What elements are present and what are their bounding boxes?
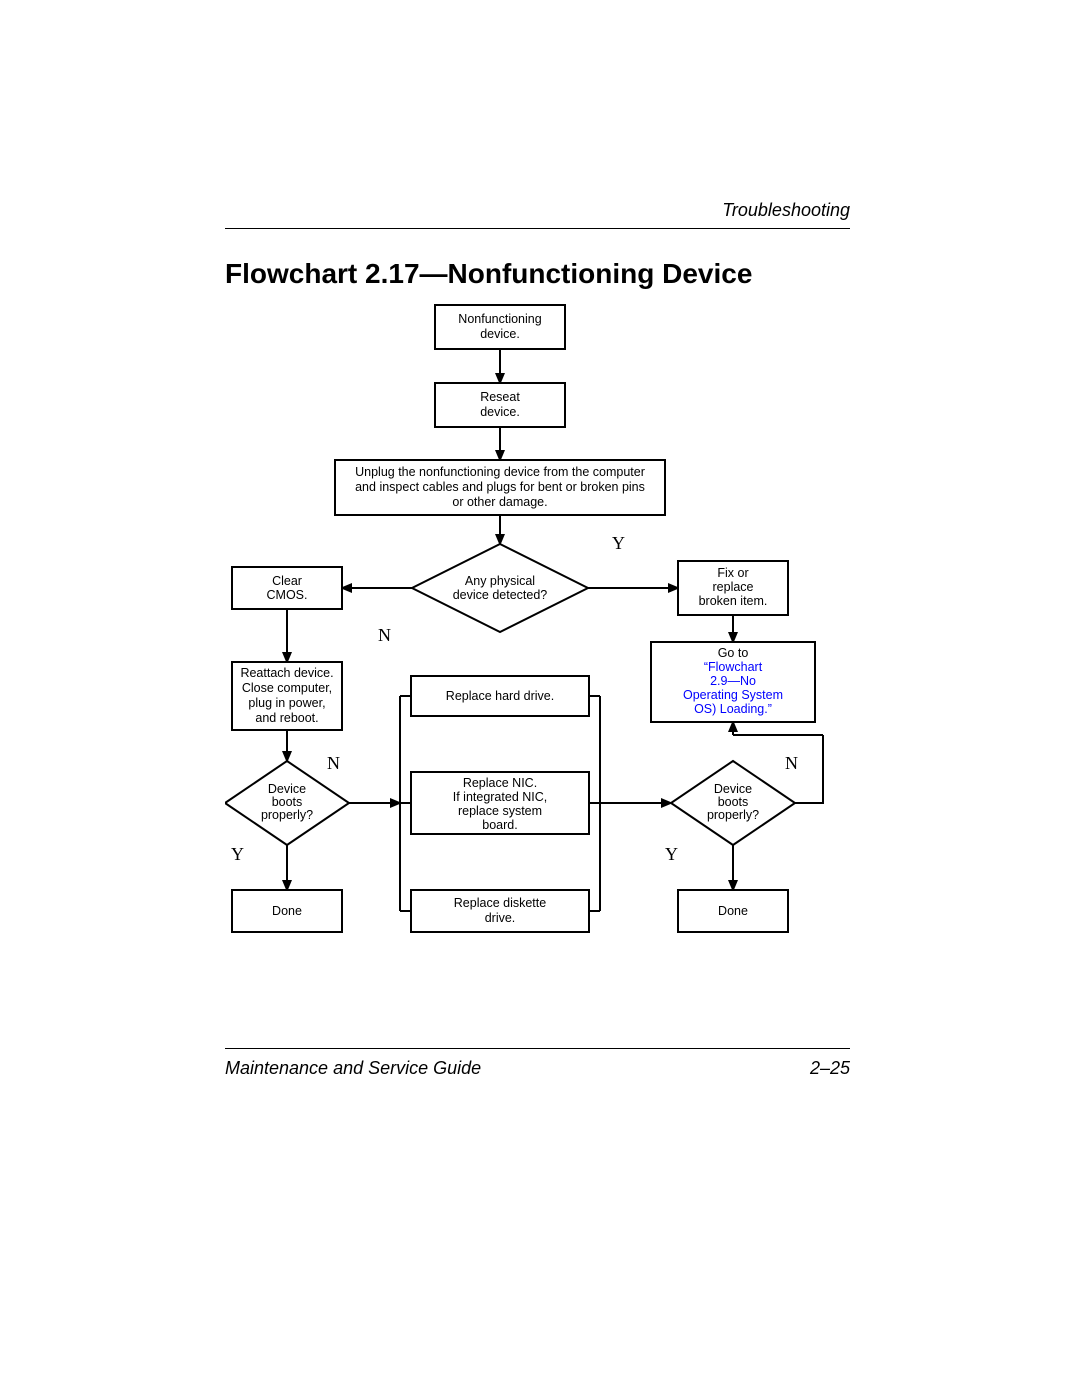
svg-text:replace: replace bbox=[713, 580, 754, 594]
svg-text:Device: Device bbox=[268, 782, 306, 796]
node-d1: Any physical device detected? bbox=[412, 544, 588, 632]
svg-text:Done: Done bbox=[272, 904, 302, 918]
footer-right: 2–25 bbox=[810, 1058, 850, 1079]
label-d3-n: N bbox=[785, 753, 798, 773]
svg-text:Reattach device.: Reattach device. bbox=[240, 666, 333, 680]
svg-text:Replace hard drive.: Replace hard drive. bbox=[446, 689, 554, 703]
svg-text:If integrated NIC,: If integrated NIC, bbox=[453, 790, 548, 804]
svg-text:Fix or: Fix or bbox=[717, 566, 748, 580]
header-rule bbox=[225, 228, 850, 229]
svg-text:Nonfunctioning: Nonfunctioning bbox=[458, 312, 541, 326]
label-d2-n: N bbox=[327, 753, 340, 773]
node-n3: Unplug the nonfunctioning device from th… bbox=[335, 460, 665, 515]
edge-d3-n10-seg bbox=[795, 735, 823, 803]
label-d1-n: N bbox=[378, 625, 391, 645]
svg-text:plug in power,: plug in power, bbox=[248, 696, 325, 710]
svg-text:replace system: replace system bbox=[458, 804, 542, 818]
footer-rule bbox=[225, 1048, 850, 1049]
svg-text:properly?: properly? bbox=[707, 808, 759, 822]
node-n2: Reseat device. bbox=[435, 383, 565, 427]
svg-text:device detected?: device detected? bbox=[453, 588, 548, 602]
node-n8: Replace NIC. If integrated NIC, replace … bbox=[411, 772, 589, 834]
svg-text:OS) Loading.”: OS) Loading.” bbox=[694, 702, 772, 716]
svg-text:device.: device. bbox=[480, 327, 520, 341]
node-n9: Replace diskette drive. bbox=[411, 890, 589, 932]
svg-text:Any physical: Any physical bbox=[465, 574, 535, 588]
svg-text:and reboot.: and reboot. bbox=[255, 711, 318, 725]
svg-text:Clear: Clear bbox=[272, 574, 302, 588]
node-n5: Fix or replace broken item. bbox=[678, 561, 788, 615]
svg-text:drive.: drive. bbox=[485, 911, 516, 925]
svg-text:Replace NIC.: Replace NIC. bbox=[463, 776, 537, 790]
svg-text:“Flowchart: “Flowchart bbox=[704, 660, 763, 674]
footer-left: Maintenance and Service Guide bbox=[225, 1058, 481, 1079]
svg-text:Unplug the nonfunctioning devi: Unplug the nonfunctioning device from th… bbox=[355, 465, 645, 479]
node-d2: Device boots properly? bbox=[225, 761, 349, 845]
node-n11: Done bbox=[232, 890, 342, 932]
svg-text:and inspect cables and plugs f: and inspect cables and plugs for bent or… bbox=[355, 480, 645, 494]
svg-text:device.: device. bbox=[480, 405, 520, 419]
flowchart: Nonfunctioning device. Reseat device. Un… bbox=[225, 295, 850, 1030]
svg-text:Go to: Go to bbox=[718, 646, 749, 660]
svg-text:boots: boots bbox=[718, 795, 749, 809]
node-n4: Clear CMOS. bbox=[232, 567, 342, 609]
page-title: Flowchart 2.17—Nonfunctioning Device bbox=[225, 258, 752, 290]
svg-text:Done: Done bbox=[718, 904, 748, 918]
node-n6: Reattach device. Close computer, plug in… bbox=[232, 662, 342, 730]
svg-text:Operating System: Operating System bbox=[683, 688, 783, 702]
label-d1-y: Y bbox=[612, 533, 625, 553]
svg-text:broken item.: broken item. bbox=[699, 594, 768, 608]
node-d3: Device boots properly? bbox=[671, 761, 795, 845]
svg-text:CMOS.: CMOS. bbox=[267, 588, 308, 602]
node-n7: Replace hard drive. bbox=[411, 676, 589, 716]
node-n10[interactable]: Go to “Flowchart 2.9—No Operating System… bbox=[651, 642, 815, 722]
svg-text:Reseat: Reseat bbox=[480, 390, 520, 404]
svg-text:properly?: properly? bbox=[261, 808, 313, 822]
label-d2-y: Y bbox=[231, 844, 244, 864]
svg-text:Replace diskette: Replace diskette bbox=[454, 896, 546, 910]
svg-text:Device: Device bbox=[714, 782, 752, 796]
svg-text:board.: board. bbox=[482, 818, 517, 832]
label-d3-y: Y bbox=[665, 844, 678, 864]
svg-text:boots: boots bbox=[272, 795, 303, 809]
svg-text:or other damage.: or other damage. bbox=[452, 495, 547, 509]
node-n1: Nonfunctioning device. bbox=[435, 305, 565, 349]
header-section: Troubleshooting bbox=[722, 200, 850, 221]
node-n12: Done bbox=[678, 890, 788, 932]
svg-text:Close computer,: Close computer, bbox=[242, 681, 332, 695]
svg-text:2.9—No: 2.9—No bbox=[710, 674, 756, 688]
